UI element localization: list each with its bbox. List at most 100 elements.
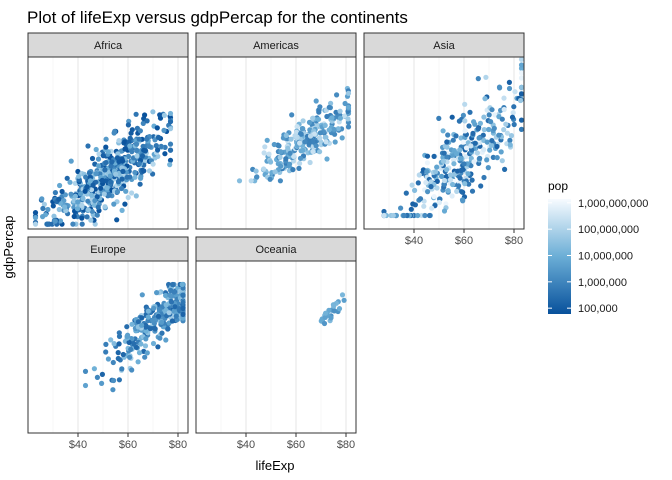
data-point <box>423 179 429 186</box>
data-point <box>436 115 442 121</box>
data-point <box>469 147 475 153</box>
data-point <box>283 132 289 138</box>
data-point <box>145 314 151 320</box>
data-point <box>408 206 414 212</box>
data-point <box>132 174 138 180</box>
data-point <box>409 182 415 188</box>
data-point <box>116 333 123 339</box>
data-point <box>141 147 147 153</box>
data-point <box>161 112 167 118</box>
data-point <box>490 154 496 160</box>
data-point <box>454 188 460 194</box>
data-point <box>159 319 165 325</box>
data-point <box>120 158 126 164</box>
data-point <box>92 221 98 227</box>
data-point <box>449 114 455 120</box>
data-point <box>67 179 73 185</box>
data-point <box>471 159 477 165</box>
data-point <box>142 112 148 118</box>
data-point <box>440 128 446 134</box>
data-point <box>436 199 442 206</box>
data-point <box>317 135 323 141</box>
data-point <box>331 126 337 132</box>
data-point <box>56 206 62 213</box>
data-point <box>102 167 108 173</box>
data-point <box>276 143 282 149</box>
data-point <box>129 149 135 155</box>
data-point <box>424 168 430 175</box>
data-point <box>466 123 472 129</box>
data-point <box>123 188 129 194</box>
data-point <box>439 173 445 179</box>
data-point <box>104 185 110 191</box>
data-point <box>328 100 334 106</box>
data-point <box>442 143 448 149</box>
panel-background <box>196 261 356 433</box>
data-point <box>32 221 39 227</box>
data-point <box>138 341 144 347</box>
data-point <box>302 139 308 145</box>
points-asia <box>381 56 525 219</box>
data-point <box>445 132 451 138</box>
data-point <box>463 154 469 160</box>
data-point <box>167 147 174 153</box>
data-point <box>155 134 162 140</box>
data-point <box>134 153 140 159</box>
data-point <box>429 205 435 211</box>
data-point <box>99 380 105 386</box>
data-point <box>128 130 134 136</box>
data-point <box>236 178 243 184</box>
data-point <box>313 143 319 149</box>
data-point <box>300 147 306 153</box>
data-point <box>115 179 121 185</box>
facet-strip <box>27 32 189 58</box>
data-point <box>441 177 448 184</box>
panel-background <box>28 261 188 433</box>
data-point <box>261 150 267 156</box>
data-point <box>82 382 89 389</box>
data-point <box>72 180 78 186</box>
chart-title: Plot of lifeExp versus gdpPercap for the… <box>27 8 408 27</box>
color-legend: pop 1,000,000,000 100,000,000 10,000,000 1,… <box>548 179 648 315</box>
data-point <box>339 135 345 141</box>
data-point <box>165 326 171 332</box>
data-point <box>449 193 455 199</box>
data-point <box>82 368 89 374</box>
data-point <box>506 79 512 85</box>
data-point <box>78 191 84 197</box>
data-point <box>100 153 106 159</box>
data-point <box>168 299 175 305</box>
data-point <box>415 212 421 219</box>
data-point <box>316 109 322 115</box>
data-point <box>478 183 484 189</box>
data-point <box>331 308 337 314</box>
data-point <box>163 302 169 308</box>
x-tick-label: $40 <box>69 439 87 451</box>
data-point <box>324 113 330 120</box>
data-point <box>159 330 165 336</box>
data-point <box>125 194 131 201</box>
data-point <box>127 143 133 149</box>
data-point <box>421 203 427 209</box>
data-point <box>137 181 143 187</box>
data-point <box>144 136 150 142</box>
data-point <box>401 212 407 219</box>
data-point <box>75 199 81 205</box>
data-point <box>469 177 475 183</box>
data-point <box>80 195 86 202</box>
data-point <box>332 139 338 145</box>
data-point <box>114 155 121 161</box>
facet-asia: Asia $40 $60 $80 <box>363 32 525 247</box>
data-point <box>167 162 173 168</box>
data-point <box>410 201 416 207</box>
data-point <box>331 303 337 309</box>
data-point <box>167 126 174 132</box>
data-point <box>135 319 141 325</box>
legend-colorbar <box>548 199 571 314</box>
data-point <box>103 349 109 355</box>
data-point <box>57 218 64 224</box>
data-point <box>262 144 268 150</box>
data-point <box>447 177 454 183</box>
data-point <box>170 281 176 288</box>
